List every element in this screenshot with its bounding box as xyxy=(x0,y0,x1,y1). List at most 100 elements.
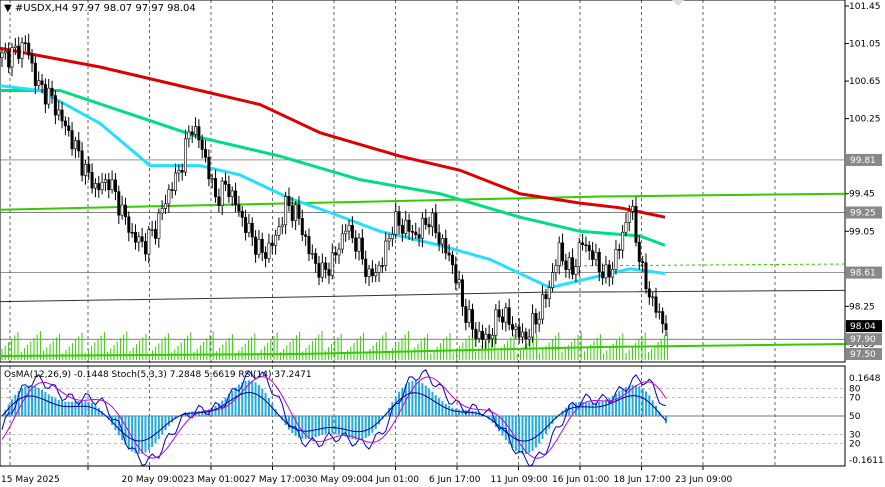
candle-body xyxy=(601,271,605,279)
candle-body xyxy=(174,172,178,191)
candle-body xyxy=(297,204,301,219)
price-label: 100.25 xyxy=(849,115,881,125)
candle-body xyxy=(487,333,491,340)
candle-body xyxy=(120,204,124,216)
candle-body xyxy=(227,184,231,197)
candle-body xyxy=(617,249,621,251)
candlesticks xyxy=(0,33,668,349)
candle-body xyxy=(264,252,268,259)
candle-body xyxy=(240,210,244,218)
symbol-label: #USDX,H4 xyxy=(15,3,69,14)
candle-body xyxy=(531,313,535,338)
candle-body xyxy=(524,331,528,340)
price-label: 99.45 xyxy=(849,190,875,200)
candle-body xyxy=(300,218,304,236)
candle-body xyxy=(501,316,505,323)
candle-body xyxy=(7,51,11,68)
candle-body xyxy=(117,191,121,216)
time-label: 16 Jun 01:00 xyxy=(552,475,609,485)
scroll-arrow-icon[interactable] xyxy=(672,0,684,6)
candle-body xyxy=(430,212,434,228)
price-label: 98.25 xyxy=(849,302,875,312)
price-tag-label: 98.04 xyxy=(850,322,876,332)
candle-body xyxy=(0,52,4,58)
candle-body xyxy=(537,318,541,325)
candle-body xyxy=(390,234,394,240)
candle-body xyxy=(317,263,321,278)
candle-body xyxy=(230,190,234,197)
candle-body xyxy=(541,294,545,320)
time-label: 6 Jun 17:00 xyxy=(429,475,481,485)
candle-body xyxy=(511,324,515,330)
time-axis: 15 May 2025 20 May 09:00 23 May 01:00 27 Ma… xyxy=(1,466,732,485)
candle-body xyxy=(23,42,27,45)
candle-body xyxy=(597,252,601,273)
time-label: 15 May 2025 xyxy=(1,475,60,485)
candle-body xyxy=(3,51,7,54)
indicator-title: OsMA(12,26,9) -0.1448 Stoch(5,3,3) 7.284… xyxy=(4,370,312,380)
candle-body xyxy=(641,261,645,264)
candle-body xyxy=(584,244,588,247)
candle-body xyxy=(30,54,34,64)
candle-body xyxy=(147,229,151,255)
candle-body xyxy=(460,279,464,307)
candle-body xyxy=(394,211,398,235)
rsi-line xyxy=(1,392,667,442)
price-tag-label: 99.25 xyxy=(850,209,876,219)
candle-body xyxy=(364,258,368,277)
candle-body xyxy=(490,334,494,340)
candle-body xyxy=(77,140,81,152)
candle-body xyxy=(277,226,281,236)
candle-body xyxy=(494,309,498,336)
price-tag xyxy=(846,348,882,360)
candle-body xyxy=(384,240,388,266)
candle-body xyxy=(294,204,298,221)
candle-body xyxy=(330,252,334,276)
candle-body xyxy=(133,232,137,243)
candle-body xyxy=(504,307,508,323)
candle-body xyxy=(474,328,478,339)
time-label: 27 May 17:00 xyxy=(245,475,307,485)
price-tag xyxy=(846,266,882,279)
candle-body xyxy=(314,253,318,264)
candle-body xyxy=(370,268,374,277)
candle-body xyxy=(344,230,348,235)
price-label: 99.05 xyxy=(849,227,875,237)
candle-body xyxy=(574,266,578,275)
candle-body xyxy=(547,287,551,300)
candle-body xyxy=(87,164,91,173)
chart-title: ▼ #USDX,H4 97.97 98.07 97.97 98.04 xyxy=(4,3,196,14)
candle-body xyxy=(647,288,651,298)
candle-body xyxy=(377,265,381,273)
candle-body xyxy=(624,222,628,233)
stoch-signal-line xyxy=(1,376,667,459)
collapse-triangle-icon: ▼ xyxy=(4,3,15,14)
price-tag-label: 99.81 xyxy=(850,156,876,166)
candle-body xyxy=(67,125,71,131)
candle-body xyxy=(287,196,291,206)
candle-body xyxy=(247,222,251,233)
candle-body xyxy=(627,210,631,223)
candle-body xyxy=(434,212,438,233)
candle-body xyxy=(517,326,521,338)
candle-body xyxy=(444,238,448,254)
candle-body xyxy=(274,234,278,246)
candle-body xyxy=(97,183,101,191)
candle-body xyxy=(137,236,141,243)
candle-body xyxy=(260,238,264,253)
indicator-label: -0.1611 xyxy=(849,456,884,466)
candle-body xyxy=(514,326,518,330)
candle-body xyxy=(150,229,154,231)
candle-body xyxy=(307,236,311,254)
candle-body xyxy=(234,190,238,206)
candle-body xyxy=(367,268,371,277)
candle-body xyxy=(257,238,261,255)
candle-body xyxy=(404,219,408,234)
price-tag-label: 97.90 xyxy=(850,335,876,345)
candle-body xyxy=(180,170,184,173)
ma-gray-line xyxy=(0,289,846,303)
candle-body xyxy=(417,234,421,239)
time-label: 18 Jun 17:00 xyxy=(614,475,671,485)
